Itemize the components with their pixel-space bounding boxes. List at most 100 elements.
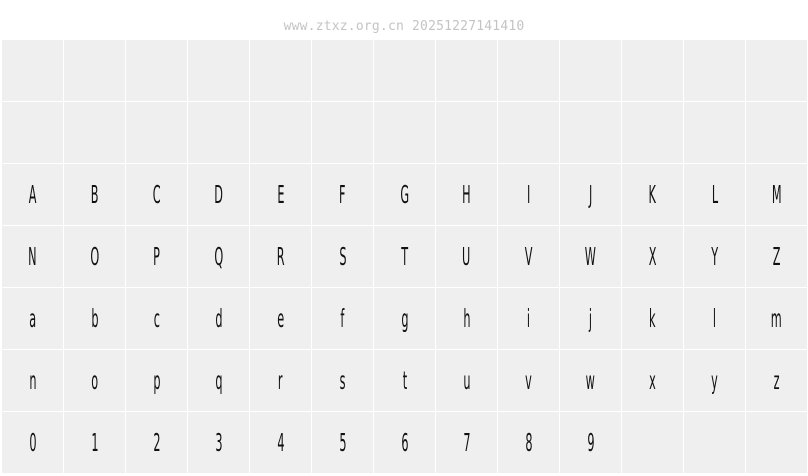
glyph-cell: h: [436, 288, 497, 349]
glyph-character: l: [712, 304, 717, 333]
glyph-cell: 4: [250, 412, 311, 473]
glyph-character: R: [276, 242, 285, 271]
glyph-character: x: [649, 366, 656, 395]
glyph-cell: H: [436, 164, 497, 225]
glyph-character: t: [402, 366, 407, 395]
glyph-cell: Y: [684, 226, 745, 287]
glyph-cell: [498, 102, 559, 163]
glyph-cell: [498, 40, 559, 101]
glyph-character: W: [584, 242, 597, 271]
glyph-cell: Q: [188, 226, 249, 287]
glyph-cell: n: [2, 350, 63, 411]
glyph-cell: F: [312, 164, 373, 225]
glyph-cell: w: [560, 350, 621, 411]
glyph-character: E: [276, 180, 285, 209]
glyph-character: C: [152, 180, 161, 209]
glyph-character: M: [771, 180, 782, 209]
glyph-character: m: [771, 304, 782, 333]
glyph-character: Q: [214, 242, 223, 271]
glyph-cell: [250, 102, 311, 163]
glyph-character: G: [400, 180, 409, 209]
glyph-cell: [126, 40, 187, 101]
glyph-character: B: [90, 180, 99, 209]
glyph-cell: y: [684, 350, 745, 411]
glyph-character: j: [588, 304, 593, 333]
glyph-cell: j: [560, 288, 621, 349]
glyph-character: A: [28, 180, 37, 209]
glyph-character: I: [526, 180, 531, 209]
glyph-cell: [622, 40, 683, 101]
glyph-cell: [312, 102, 373, 163]
glyph-cell: I: [498, 164, 559, 225]
glyph-cell: [250, 40, 311, 101]
glyph-cell: 6: [374, 412, 435, 473]
glyph-cell: [188, 102, 249, 163]
glyph-cell: K: [622, 164, 683, 225]
glyph-cell: E: [250, 164, 311, 225]
glyph-character: h: [462, 304, 471, 333]
glyph-character: 5: [338, 428, 347, 457]
glyph-cell: 8: [498, 412, 559, 473]
glyph-character: 4: [276, 428, 285, 457]
glyph-cell: R: [250, 226, 311, 287]
glyph-character: Y: [711, 242, 718, 271]
glyph-character: O: [90, 242, 99, 271]
glyph-cell: i: [498, 288, 559, 349]
glyph-cell: [746, 412, 807, 473]
glyph-character: n: [28, 366, 37, 395]
glyph-cell: X: [622, 226, 683, 287]
glyph-cell: [64, 102, 125, 163]
glyph-character: r: [278, 366, 283, 395]
glyph-cell: 3: [188, 412, 249, 473]
glyph-character: w: [585, 366, 596, 395]
glyph-cell: 7: [436, 412, 497, 473]
watermark-header: www.ztxz.org.cn 20251227141410: [283, 19, 525, 34]
glyph-cell: T: [374, 226, 435, 287]
glyph-cell: u: [436, 350, 497, 411]
glyph-character: Z: [772, 242, 781, 271]
glyph-cell: [64, 40, 125, 101]
glyph-character: 1: [90, 428, 99, 457]
glyph-cell: [622, 412, 683, 473]
glyph-character: K: [648, 180, 657, 209]
glyph-cell: z: [746, 350, 807, 411]
glyph-cell: 2: [126, 412, 187, 473]
glyph-character: F: [339, 180, 346, 209]
glyph-character: k: [649, 304, 656, 333]
glyph-character: 0: [28, 428, 37, 457]
glyph-cell: [436, 40, 497, 101]
glyph-cell: J: [560, 164, 621, 225]
glyph-character: T: [401, 242, 408, 271]
glyph-cell: c: [126, 288, 187, 349]
glyph-character: q: [214, 366, 223, 395]
glyph-cell: a: [2, 288, 63, 349]
glyph-cell: L: [684, 164, 745, 225]
glyph-cell: [684, 412, 745, 473]
glyph-character: y: [711, 366, 718, 395]
glyph-character: 8: [524, 428, 533, 457]
glyph-cell: f: [312, 288, 373, 349]
glyph-character: a: [29, 304, 36, 333]
glyph-cell: r: [250, 350, 311, 411]
glyph-cell: 9: [560, 412, 621, 473]
glyph-character: 9: [586, 428, 595, 457]
glyph-cell: o: [64, 350, 125, 411]
glyph-character: p: [152, 366, 161, 395]
glyph-character: f: [340, 304, 345, 333]
glyph-cell: e: [250, 288, 311, 349]
glyph-character: v: [525, 366, 532, 395]
glyph-character: 3: [214, 428, 223, 457]
glyph-cell: g: [374, 288, 435, 349]
glyph-character: U: [462, 242, 471, 271]
glyph-cell: [188, 40, 249, 101]
glyph-character: 2: [152, 428, 161, 457]
glyph-character: i: [526, 304, 531, 333]
glyph-cell: [684, 102, 745, 163]
glyph-cell: G: [374, 164, 435, 225]
glyph-cell: W: [560, 226, 621, 287]
glyph-character: H: [462, 180, 471, 209]
glyph-cell: p: [126, 350, 187, 411]
glyph-cell: [374, 40, 435, 101]
glyph-cell: 5: [312, 412, 373, 473]
glyph-cell: U: [436, 226, 497, 287]
